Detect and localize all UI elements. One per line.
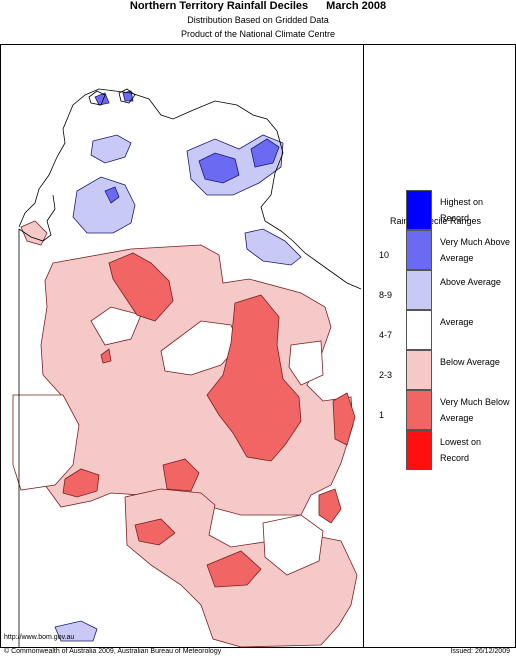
legend-label: Lowest on Record — [440, 437, 482, 463]
region-average-west — [12, 394, 80, 491]
map-panel — [1, 45, 364, 647]
subtitle-distribution: Distribution Based on Gridded Data — [187, 15, 329, 25]
legend-decile-code: 4-7 — [379, 330, 393, 340]
coastline — [18, 88, 362, 290]
legend-title: Rainfall Decile Ranges — [390, 216, 482, 226]
legend-swatch — [406, 270, 432, 310]
decile-map — [12, 88, 362, 647]
title-date: March 2008 — [326, 0, 387, 12]
footer-issued: Issued: 26/12/2009 — [450, 648, 510, 655]
footer-copyright: © Commonwealth of Australia 2009, Austra… — [4, 648, 222, 655]
legend-label: Very Much Above Average — [440, 237, 511, 263]
region-above-average-northwest — [72, 176, 136, 234]
legend-label: Very Much Below Average — [440, 397, 510, 423]
region-very-much-above-west — [104, 186, 120, 204]
legend-swatch — [406, 310, 432, 350]
title-text: Northern Territory Rainfall Deciles — [129, 0, 309, 12]
region-average-south-hole — [262, 514, 324, 576]
legend-decile-code: 10 — [379, 250, 390, 260]
legend-swatch — [406, 390, 432, 430]
region-below-average-nw-tip — [20, 220, 48, 246]
region-very-much-above-north-b — [250, 138, 280, 168]
legend-swatch — [406, 430, 432, 470]
region-average-north — [90, 306, 142, 346]
region-very-much-below-center — [206, 294, 302, 462]
region-very-much-above-north-a — [198, 152, 240, 184]
legend-label: Average — [440, 317, 474, 327]
footer-url[interactable]: http://www.bom.gov.au — [4, 634, 75, 641]
region-above-average-gulf — [244, 228, 302, 266]
coastline-west-gulf — [18, 194, 56, 242]
region-very-much-below-small — [100, 348, 112, 364]
legend-swatch — [406, 190, 432, 230]
region-average-east — [288, 340, 324, 386]
region-very-much-below-inner-ring — [162, 458, 200, 492]
legend-swatch — [406, 350, 432, 390]
region-very-much-below-se — [318, 488, 342, 524]
map-title: Northern Territory Rainfall Deciles March… — [0, 0, 516, 12]
region-very-much-below-north — [108, 252, 174, 322]
region-above-average-coast — [90, 134, 132, 164]
legend-label: Below Average — [440, 357, 500, 367]
legend-label: Highest on Record — [440, 197, 484, 223]
legend-decile-code: 1 — [379, 410, 385, 420]
region-very-much-below-east — [332, 392, 356, 446]
region-very-much-below-sse — [206, 550, 262, 588]
map-frame: Rainfall Decile Ranges — [0, 44, 516, 648]
region-very-much-above-coast-a — [94, 92, 110, 106]
island-coast-1 — [118, 88, 136, 104]
legend-swatch — [406, 230, 432, 270]
legend-decile-code: 2-3 — [379, 370, 393, 380]
island-coast-2 — [88, 90, 106, 106]
subtitle-product: Product of the National Climate Centre — [180, 29, 336, 39]
region-very-much-below-south — [134, 518, 176, 546]
region-very-much-above-coast-b — [122, 90, 134, 102]
region-above-average-bottom — [54, 620, 98, 642]
legend-decile-code: 8-9 — [379, 290, 393, 300]
region-very-much-below-southwest — [62, 468, 100, 498]
legend-label: Above Average — [440, 277, 501, 287]
